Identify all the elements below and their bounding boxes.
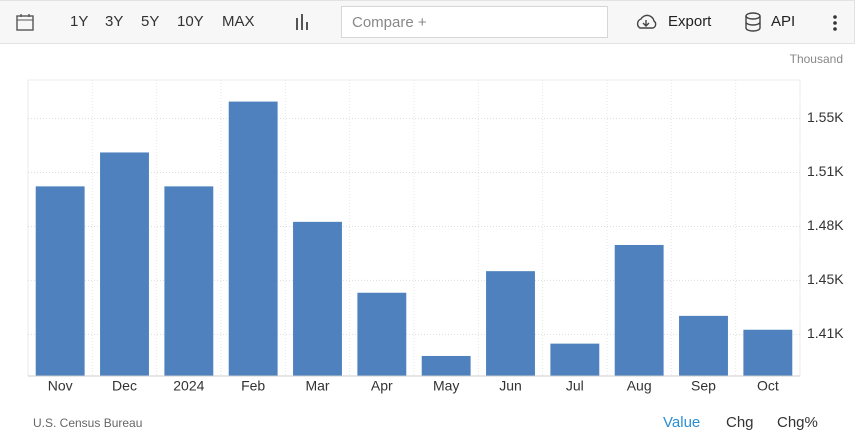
x-tick-label: Nov [48,378,73,394]
range-button[interactable]: 1Y [70,13,89,30]
bar [164,186,214,376]
chart: Thousand 1.41K 1.45K 1.48K 1.51K 1.55K Nov Dec… [27,52,844,394]
chart-type-icon[interactable] [295,14,311,30]
x-tick-label: Aug [627,378,652,394]
calendar-icon[interactable] [16,13,34,31]
api-icon[interactable] [744,12,762,32]
x-tick-label: Sep [691,378,716,394]
view-button[interactable]: Value [663,414,701,431]
menu-icon[interactable] [832,14,838,32]
x-tick-label: Dec [112,378,137,394]
bar [679,315,728,376]
range-button[interactable]: 3Y [105,13,124,30]
x-tick-label: Feb [241,378,265,394]
compare-input[interactable]: Compare + [341,6,608,38]
bar [35,186,85,376]
unit-label: Thousand [790,52,843,66]
view-button[interactable]: Chg% [777,414,818,431]
export-icon[interactable] [634,13,658,31]
bar [228,101,278,377]
x-tick-label: Mar [305,378,329,394]
bar [100,152,149,376]
bar [486,271,535,376]
range-button[interactable]: 5Y [141,13,160,30]
y-tick-label: 1.45K [807,271,844,287]
bar [421,355,471,376]
x-tick-label: Apr [371,378,393,394]
range-button[interactable]: MAX [222,13,255,30]
y-tick-label: 1.55K [807,109,844,125]
bar [743,329,793,376]
toolbar: 1Y 3Y 5Y 10Y MAX Compare + Export API [0,0,855,44]
range-button[interactable]: 10Y [177,13,204,30]
bar [614,244,664,376]
source: U.S. Census Bureau [33,416,143,430]
y-tick-label: 1.41K [807,325,844,341]
y-tick-label: 1.48K [807,217,844,233]
bar [550,343,600,376]
api-button[interactable]: API [771,13,796,30]
x-tick-label: 2024 [173,378,204,394]
y-tick-label: 1.51K [807,163,844,179]
bar [357,292,407,376]
x-tick-label: Oct [757,378,779,394]
x-tick-label: May [433,378,459,394]
export-button[interactable]: Export [668,13,712,30]
x-tick-label: Jun [499,378,522,394]
bar [293,221,342,376]
x-tick-label: Jul [566,378,584,394]
view-button[interactable]: Chg [726,414,754,431]
